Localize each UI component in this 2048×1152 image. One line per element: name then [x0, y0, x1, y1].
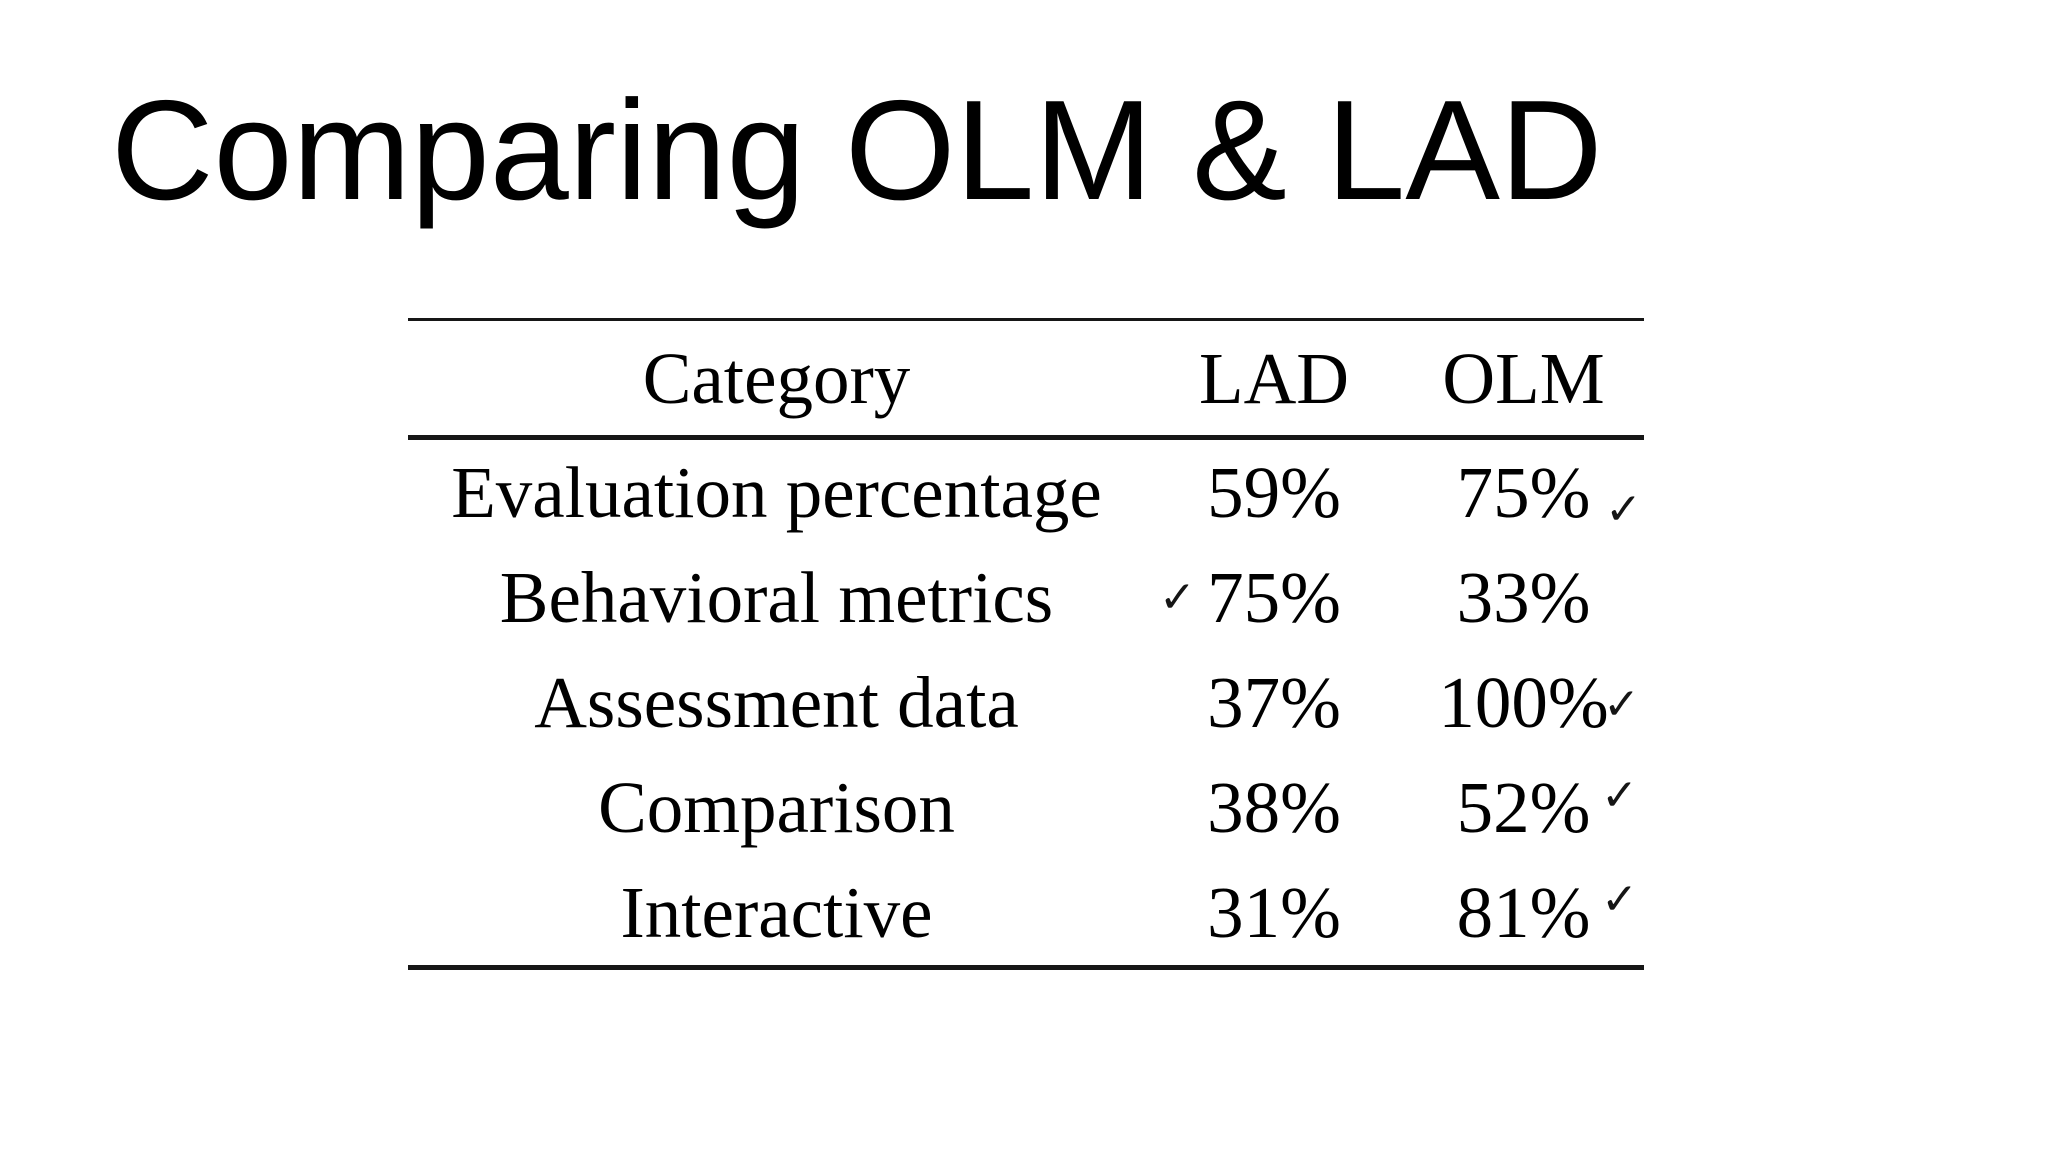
olm-value-cell: 81% ✓	[1403, 876, 1644, 949]
lad-value: 38%	[1207, 767, 1341, 848]
lad-value-cell: 31%	[1145, 876, 1403, 949]
table-row: Evaluation percentage 59% 75% ✓	[408, 440, 1644, 545]
olm-value: 100%	[1438, 662, 1609, 743]
page-title: Comparing OLM & LAD	[111, 71, 1603, 230]
lad-value-cell: 59%	[1145, 456, 1403, 529]
lad-value-cell: ✓ 75%	[1145, 561, 1403, 634]
table-row: Comparison 38% 52% ✓	[408, 755, 1644, 860]
lad-value: 37%	[1207, 662, 1341, 743]
olm-value-cell: 100% ✓	[1403, 666, 1644, 739]
olm-value: 52%	[1456, 767, 1591, 848]
category-cell: Evaluation percentage	[451, 452, 1102, 533]
checkmark-icon: ✓	[1601, 769, 1638, 821]
checkmark-icon: ✓	[1603, 678, 1640, 730]
column-header-lad: LAD	[1198, 337, 1350, 419]
lad-value: 59%	[1207, 452, 1341, 533]
comparison-table: Category LAD OLM Evaluation percentage 5…	[408, 318, 1644, 970]
olm-value: 75%	[1456, 452, 1591, 533]
category-cell: Comparison	[598, 767, 955, 848]
olm-value-cell: 52% ✓	[1403, 771, 1644, 844]
checkmark-icon: ✓	[1601, 873, 1638, 925]
table-header-row: Category LAD OLM	[408, 321, 1644, 440]
lad-value: 75%	[1207, 557, 1341, 638]
olm-value-cell: 75% ✓	[1403, 456, 1644, 535]
table-row: Behavioral metrics ✓ 75% 33%	[408, 545, 1644, 650]
olm-value-cell: 33%	[1403, 561, 1644, 634]
column-header-category: Category	[642, 337, 911, 419]
checkmark-icon: ✓	[1605, 483, 1642, 535]
table-row: Assessment data 37% 100% ✓	[408, 650, 1644, 755]
olm-value: 33%	[1456, 557, 1591, 638]
column-header-olm: OLM	[1442, 337, 1605, 419]
lad-value-cell: 37%	[1145, 666, 1403, 739]
table-row: Interactive 31% 81% ✓	[408, 860, 1644, 965]
checkmark-icon: ✓	[1159, 571, 1196, 623]
lad-value-cell: 38%	[1145, 771, 1403, 844]
olm-value: 81%	[1456, 872, 1591, 953]
category-cell: Interactive	[620, 872, 933, 953]
category-cell: Assessment data	[534, 662, 1019, 743]
category-cell: Behavioral metrics	[499, 557, 1054, 638]
lad-value: 31%	[1207, 872, 1341, 953]
